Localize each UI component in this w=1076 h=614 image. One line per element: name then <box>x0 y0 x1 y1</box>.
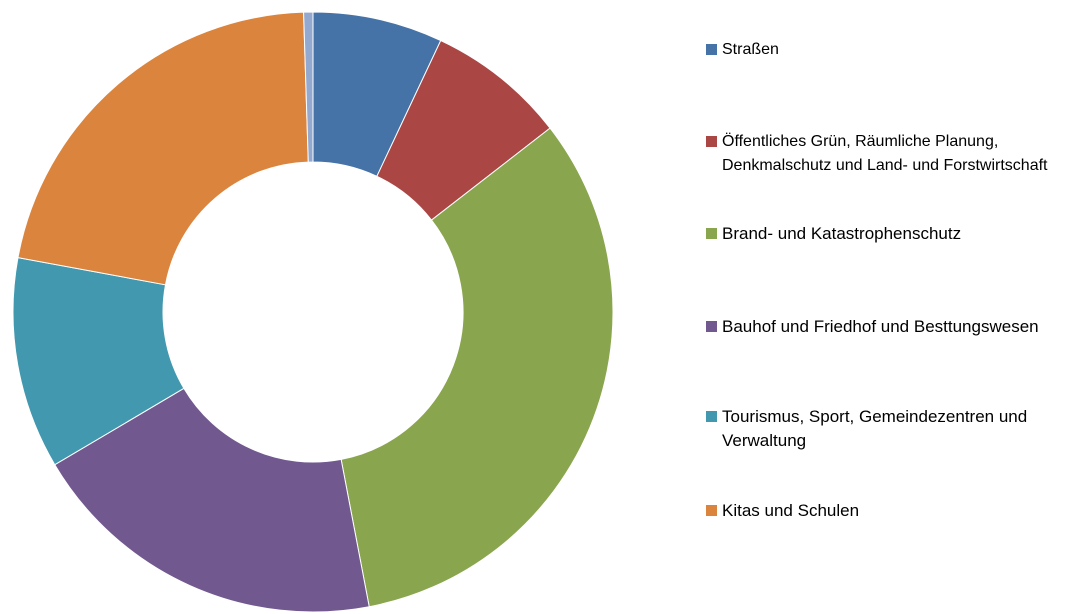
legend-entry: Straßen <box>706 38 1076 62</box>
legend-swatch <box>706 228 717 239</box>
legend-entry: Kitas und Schulen <box>706 499 1076 523</box>
slice <box>17 11 309 286</box>
legend-entry: Bauhof und Friedhof und Besttungswesen <box>706 315 1076 339</box>
slice <box>54 387 370 613</box>
legend-label: Tourismus, Sport, Gemeindezentren und Ve… <box>722 407 1028 450</box>
legend-entry: Tourismus, Sport, Gemeindezentren und Ve… <box>706 405 1076 453</box>
legend-label: Kitas und Schulen <box>722 501 860 520</box>
legend-swatch <box>706 136 717 147</box>
legend-label: Öffentliches Grün, Räumliche Planung, De… <box>722 133 1048 174</box>
legend-swatch <box>706 505 717 516</box>
legend-label: Bauhof und Friedhof und Besttungswesen <box>722 317 1039 336</box>
slice <box>303 11 314 163</box>
legend-swatch <box>706 411 717 422</box>
legend-entry: Öffentliches Grün, Räumliche Planung, De… <box>706 130 1076 178</box>
slice <box>340 127 614 608</box>
donut <box>12 11 614 613</box>
legend-entry: Brand- und Katastrophenschutz <box>706 222 1076 246</box>
legend-swatch <box>706 321 717 332</box>
legend-label: Straßen <box>722 41 779 58</box>
legend-swatch <box>706 44 717 55</box>
legend-label: Brand- und Katastrophenschutz <box>722 224 962 243</box>
